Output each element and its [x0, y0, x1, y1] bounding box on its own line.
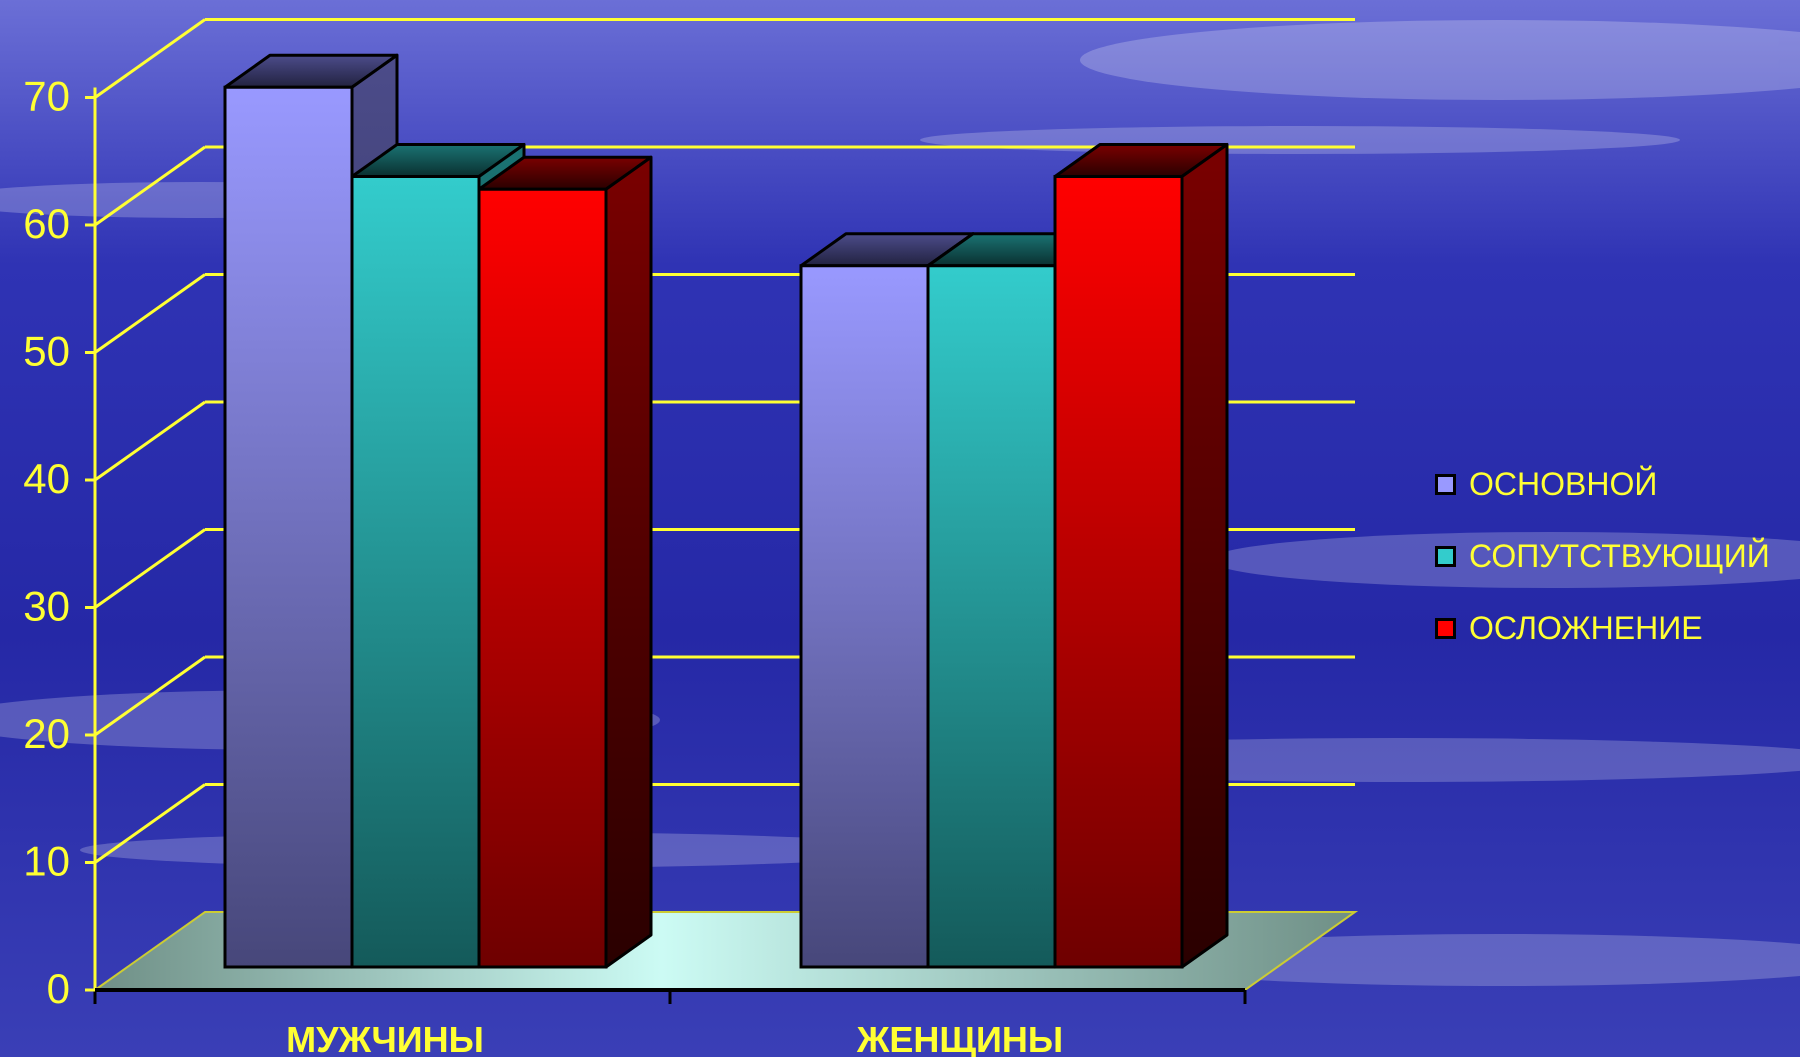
- legend-label: ОСНОВНОЙ: [1469, 465, 1658, 502]
- bar: [1053, 143, 1229, 969]
- side-wall-gridline: [94, 273, 206, 354]
- side-wall-gridline: [94, 783, 206, 864]
- legend-item: ОСНОВНОЙ: [1435, 448, 1770, 520]
- legend-swatch: [1435, 473, 1456, 495]
- bar-front: [223, 85, 354, 969]
- bar-front: [926, 264, 1057, 969]
- side-wall-gridline: [94, 528, 206, 609]
- y-tick-label: 20: [23, 710, 70, 757]
- y-tick-label: 70: [23, 73, 70, 120]
- x-category-label: МУЖЧИНЫ: [286, 1019, 484, 1057]
- legend-swatch: [1435, 617, 1456, 639]
- legend-label: ОСЛОЖНЕНИЕ: [1469, 609, 1703, 646]
- legend-item: СОПУТСТВУЮЩИЙ: [1435, 520, 1770, 592]
- y-tick-label: 60: [23, 200, 70, 247]
- side-wall-gridline: [94, 400, 206, 482]
- bar-front: [799, 264, 930, 969]
- x-category-labels: МУЖЧИНЫ ЖЕНЩИНЫ: [286, 1019, 1063, 1057]
- axes: [85, 87, 1247, 1004]
- bar: [477, 155, 653, 969]
- legend: ОСНОВНОЙ СОПУТСТВУЮЩИЙ ОСЛОЖНЕНИЕ: [1435, 448, 1770, 664]
- legend-item: ОСЛОЖНЕНИЕ: [1435, 592, 1770, 664]
- bar-front: [350, 175, 481, 969]
- x-category-label: ЖЕНЩИНЫ: [856, 1019, 1063, 1057]
- bar-side: [1180, 143, 1229, 969]
- bar-front: [1053, 175, 1184, 969]
- y-tick-labels: 0 10 20 30 40 50 60 70: [23, 73, 70, 1013]
- side-wall-gridline: [94, 145, 206, 227]
- y-tick-label: 10: [23, 838, 70, 885]
- y-tick-label: 40: [23, 455, 70, 502]
- y-tick-label: 30: [23, 583, 70, 630]
- bars: [223, 53, 1229, 969]
- legend-label: СОПУТСТВУЮЩИЙ: [1469, 537, 1770, 574]
- legend-swatch: [1435, 545, 1456, 567]
- side-wall-gridline: [94, 18, 206, 99]
- y-tick-label: 0: [47, 965, 70, 1012]
- bar-front: [477, 187, 608, 969]
- side-wall-gridline: [94, 655, 206, 737]
- bar-side: [604, 155, 653, 969]
- y-tick-label: 50: [23, 328, 70, 375]
